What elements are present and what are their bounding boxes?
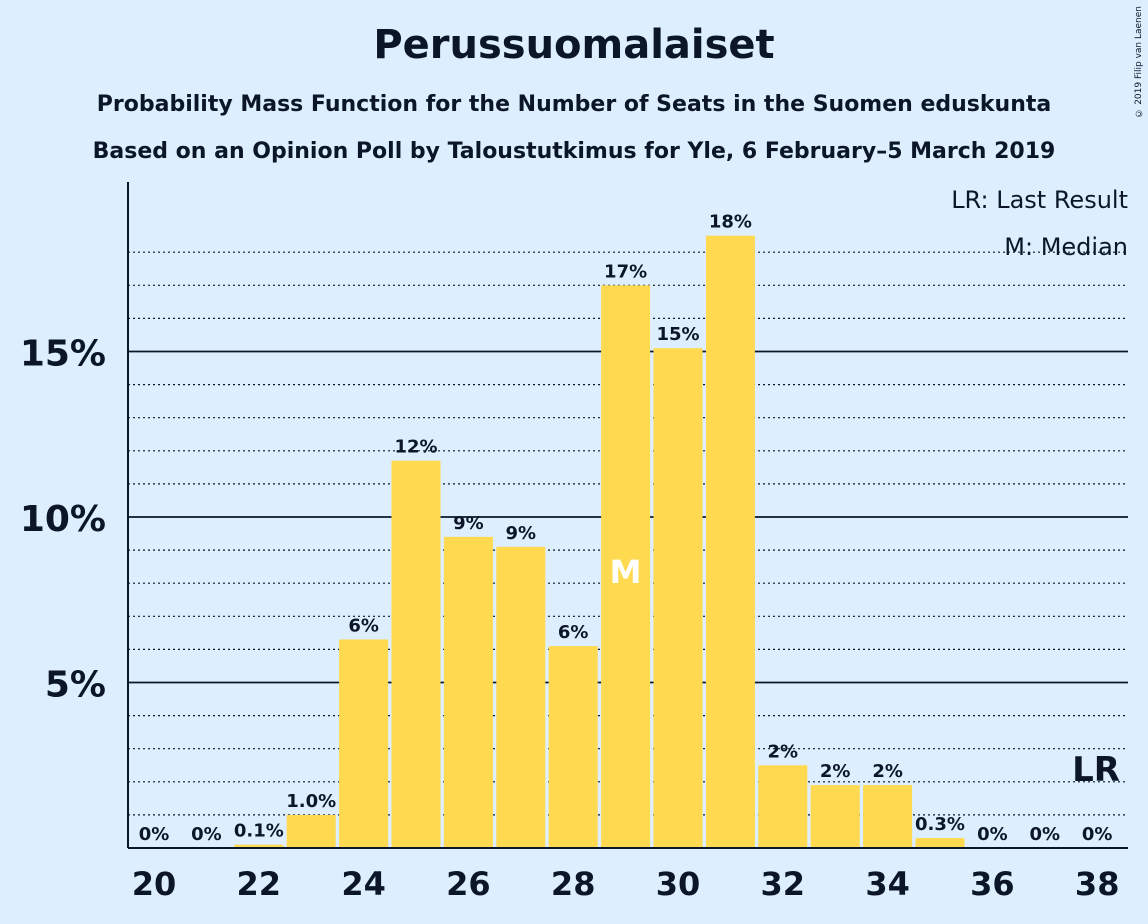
last-result-marker: LR <box>1072 750 1120 790</box>
y-tick-label: 15% <box>20 334 106 375</box>
y-tick-label: 5% <box>45 665 106 706</box>
x-tick-label: 28 <box>551 865 596 903</box>
data-label: 2% <box>768 741 799 762</box>
x-tick-label: 26 <box>446 865 491 903</box>
bar <box>758 765 808 848</box>
x-tick-label: 38 <box>1075 865 1120 903</box>
data-label: 12% <box>394 437 437 458</box>
bar <box>234 844 284 848</box>
bar <box>548 646 598 848</box>
data-label: 1.0% <box>286 791 336 812</box>
y-tick-label: 10% <box>20 499 106 540</box>
x-tick-label: 34 <box>865 865 910 903</box>
data-label: 6% <box>348 615 379 636</box>
markers: M LR <box>610 553 1120 790</box>
data-label: 9% <box>453 513 484 534</box>
data-label: 2% <box>820 761 851 782</box>
bar <box>286 814 336 848</box>
legend-last-result: LR: Last Result <box>951 186 1128 214</box>
x-tick-label: 36 <box>970 865 1015 903</box>
data-label: 17% <box>604 261 647 282</box>
chart-source: Based on an Opinion Poll by Taloustutkim… <box>92 139 1056 164</box>
data-label: 0% <box>1030 824 1061 845</box>
data-label: 0% <box>1082 824 1113 845</box>
chart-title: Perussuomalaiset <box>373 22 775 68</box>
median-marker: M <box>610 553 642 591</box>
x-tick-label: 22 <box>237 865 282 903</box>
x-tick-label: 30 <box>656 865 701 903</box>
bar <box>443 536 493 848</box>
bars <box>234 235 965 848</box>
x-tick-label: 32 <box>761 865 806 903</box>
bar <box>601 285 651 848</box>
legend-median: M: Median <box>1004 233 1128 261</box>
data-label: 0% <box>191 824 222 845</box>
data-label: 0.1% <box>234 821 284 842</box>
bar <box>810 785 860 848</box>
bar <box>705 235 755 848</box>
data-label: 0.3% <box>915 814 965 835</box>
bar <box>496 546 546 848</box>
bar <box>339 639 389 848</box>
x-tick-label: 24 <box>341 865 386 903</box>
copyright-notice: © 2019 Filip van Laenen <box>1134 6 1144 118</box>
data-label: 0% <box>977 824 1008 845</box>
chart-subtitle: Probability Mass Function for the Number… <box>96 92 1052 117</box>
data-label: 0% <box>139 824 170 845</box>
bar <box>863 785 913 848</box>
axes: 5% 10% 15% 20 22 24 26 28 30 32 34 36 38 <box>20 182 1128 903</box>
data-label: 2% <box>872 761 903 782</box>
bar <box>391 460 441 848</box>
data-label: 15% <box>656 324 699 345</box>
bar <box>653 348 703 848</box>
data-labels: 0% 0% 0.1%1.0% 6% 12% 9% 9% 6% 17% 15% 18% 2% 2% 2% 0.… <box>139 212 1113 845</box>
bar <box>915 838 965 848</box>
x-tick-label: 20 <box>132 865 177 903</box>
data-label: 9% <box>506 523 537 544</box>
data-label: 6% <box>558 622 589 643</box>
data-label: 18% <box>709 212 752 233</box>
